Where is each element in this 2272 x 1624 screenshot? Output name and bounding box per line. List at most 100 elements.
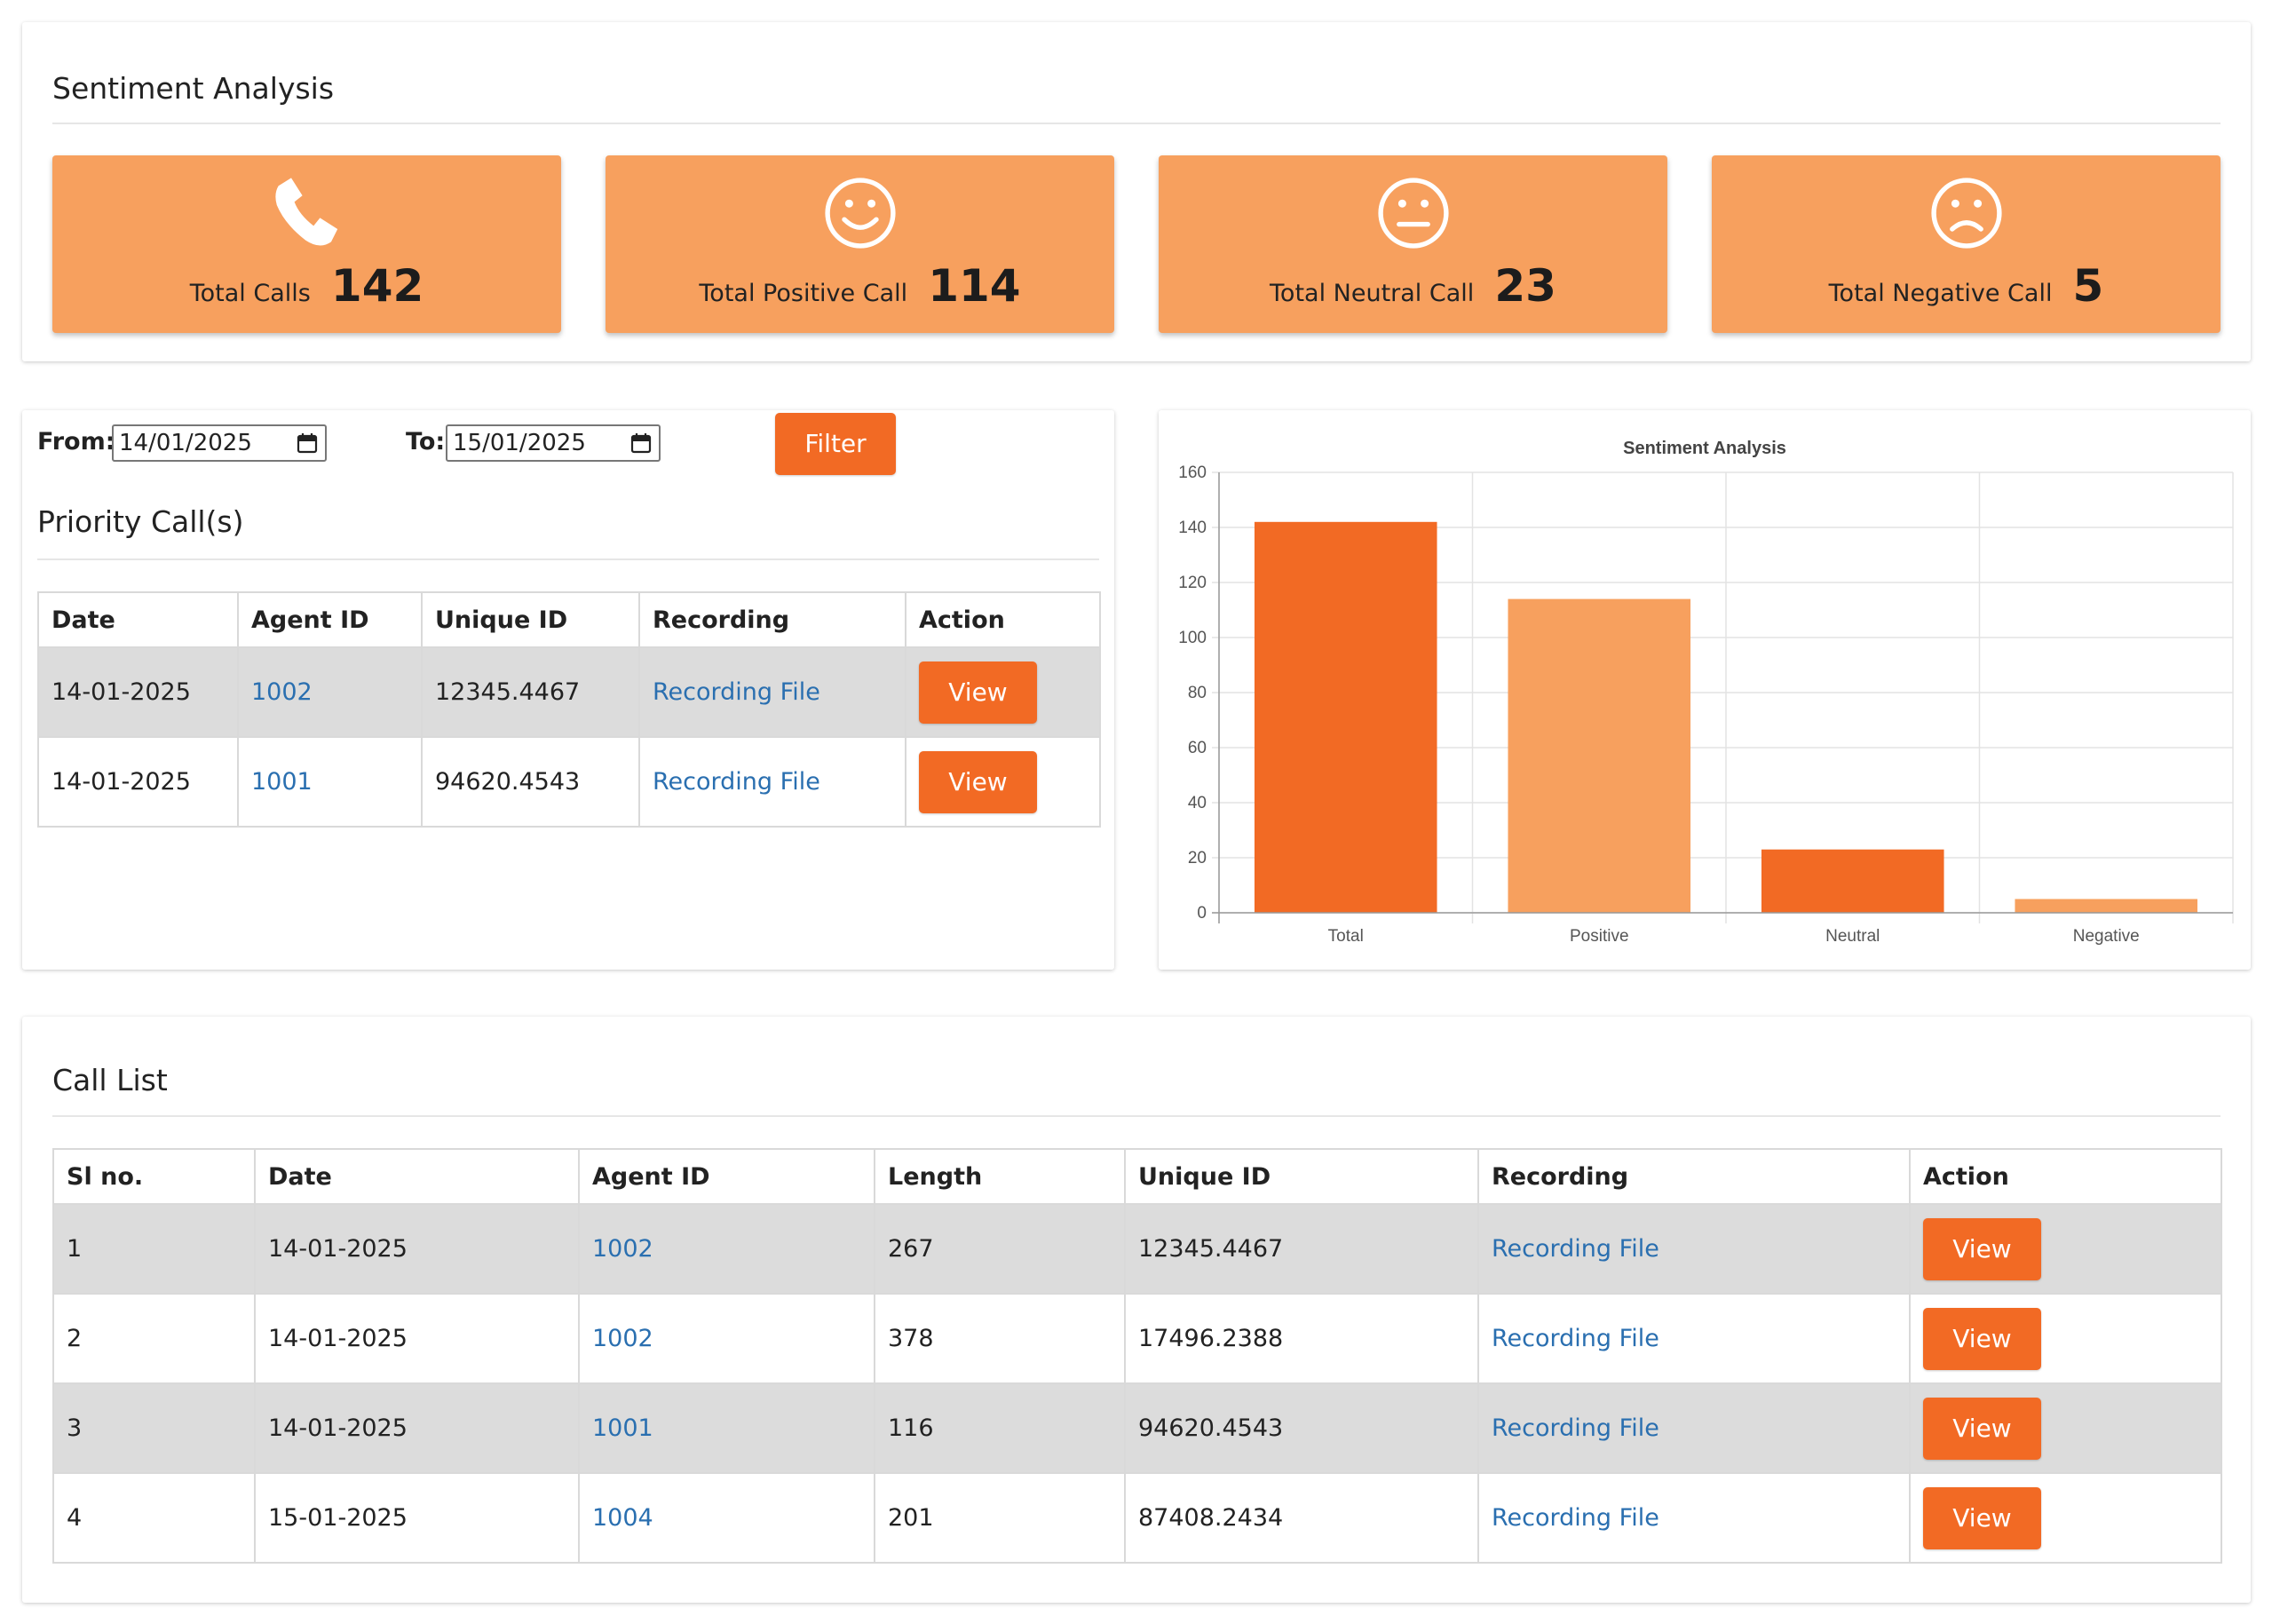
col-header-sl-no: Sl no. xyxy=(52,1148,256,1205)
phone-icon xyxy=(274,178,337,246)
table-row: 14-01-2025 1002 12345.4467 Recording Fil… xyxy=(37,646,1101,738)
sentiment-bar-chart: 0 20 40 60 80 100 120 140 160 Total Positive Neutra… xyxy=(1178,439,2234,946)
x-tick-label: Positive xyxy=(1570,927,1629,946)
chart-panel: 0 20 40 60 80 100 120 140 160 Total Positive Neutra… xyxy=(1159,410,2251,970)
from-date-value: 14/01/2025 xyxy=(119,430,252,456)
to-date-input[interactable]: 15/01/2025 xyxy=(446,424,661,462)
cell-length: 378 xyxy=(874,1293,1126,1384)
table-row: 14-01-2025 1001 94620.4543 Recording Fil… xyxy=(37,736,1101,828)
cell-date: 15-01-2025 xyxy=(254,1472,580,1564)
y-tick-label: 60 xyxy=(1188,739,1207,757)
col-header-unique-id: Unique ID xyxy=(421,591,640,648)
agent-id-link[interactable]: 1004 xyxy=(592,1504,653,1532)
col-header-recording: Recording xyxy=(638,591,906,648)
calllist-divider xyxy=(52,1115,2221,1117)
y-tick-label: 160 xyxy=(1178,463,1207,482)
stat-label: Total Negative Call xyxy=(1828,280,2053,307)
agent-id-link[interactable]: 1001 xyxy=(592,1414,653,1442)
neutral-face-icon xyxy=(1377,178,1449,249)
cell-unique-id: 12345.4467 xyxy=(421,646,640,738)
agent-id-link[interactable]: 1002 xyxy=(592,1325,653,1352)
cell-unique-id: 17496.2388 xyxy=(1124,1293,1479,1384)
cell-sl-no: 2 xyxy=(52,1293,256,1384)
cell-unique-id: 12345.4467 xyxy=(1124,1203,1479,1295)
stat-value: 142 xyxy=(330,260,424,312)
y-tick-label: 40 xyxy=(1188,794,1207,812)
cell-date: 14-01-2025 xyxy=(254,1203,580,1295)
stat-label: Total Calls xyxy=(189,280,311,307)
chart-axes: 0 20 40 60 80 100 120 140 160 Total Positive Neutra… xyxy=(1178,463,2233,946)
col-header-action: Action xyxy=(1909,1148,2222,1205)
bar-negative[interactable] xyxy=(2015,899,2198,914)
calllist-table: Sl no. Date Agent ID Length Unique ID Re… xyxy=(52,1148,2222,1564)
cell-sl-no: 3 xyxy=(52,1382,256,1474)
to-label: To: xyxy=(406,428,446,456)
stat-label: Total Positive Call xyxy=(699,280,908,307)
table-row: 1 14-01-2025 1002 267 12345.4467 Recordi… xyxy=(52,1203,2222,1295)
sentiment-title: Sentiment Analysis xyxy=(52,71,335,106)
y-tick-label: 20 xyxy=(1188,849,1207,867)
x-tick-label: Total xyxy=(1328,927,1364,946)
recording-file-link[interactable]: Recording File xyxy=(1492,1325,1659,1352)
calllist-title: Call List xyxy=(52,1063,168,1097)
cell-length: 267 xyxy=(874,1203,1126,1295)
bar-positive[interactable] xyxy=(1508,598,1691,913)
agent-id-link[interactable]: 1001 xyxy=(251,768,313,796)
cell-date: 14-01-2025 xyxy=(254,1293,580,1384)
calllist-panel: Call List Sl no. Date Agent ID Length Un… xyxy=(22,1017,2251,1603)
bar-total[interactable] xyxy=(1254,521,1437,913)
cell-date: 14-01-2025 xyxy=(37,736,239,828)
stat-value: 5 xyxy=(2072,260,2104,312)
stat-card-neutral: Total Neutral Call 23 xyxy=(1159,155,1667,333)
priority-divider xyxy=(37,558,1099,560)
cell-length: 116 xyxy=(874,1382,1126,1474)
y-tick-label: 140 xyxy=(1178,519,1207,537)
view-button[interactable]: View xyxy=(1923,1397,2041,1460)
cell-date: 14-01-2025 xyxy=(37,646,239,738)
col-header-length: Length xyxy=(874,1148,1126,1205)
table-row: 2 14-01-2025 1002 378 17496.2388 Recordi… xyxy=(52,1293,2222,1384)
cell-unique-id: 87408.2434 xyxy=(1124,1472,1479,1564)
view-button[interactable]: View xyxy=(1923,1486,2041,1549)
x-tick-label: Negative xyxy=(2073,927,2140,946)
col-header-date: Date xyxy=(37,591,239,648)
sad-face-icon xyxy=(1930,178,2002,249)
view-button[interactable]: View xyxy=(919,750,1037,813)
y-tick-label: 120 xyxy=(1178,574,1207,592)
priority-title: Priority Call(s) xyxy=(37,504,244,539)
recording-file-link[interactable]: Recording File xyxy=(1492,1414,1659,1442)
y-tick-label: 100 xyxy=(1178,629,1207,647)
recording-file-link[interactable]: Recording File xyxy=(653,768,820,796)
cell-date: 14-01-2025 xyxy=(254,1382,580,1474)
cell-sl-no: 1 xyxy=(52,1203,256,1295)
cell-sl-no: 4 xyxy=(52,1472,256,1564)
y-tick-label: 80 xyxy=(1188,684,1207,702)
filter-button[interactable]: Filter xyxy=(775,413,896,475)
agent-id-link[interactable]: 1002 xyxy=(592,1235,653,1263)
table-row: 4 15-01-2025 1004 201 87408.2434 Recordi… xyxy=(52,1472,2222,1564)
sentiment-panel: Sentiment Analysis Total Calls 142 Total… xyxy=(22,22,2251,361)
recording-file-link[interactable]: Recording File xyxy=(1492,1504,1659,1532)
bar-neutral[interactable] xyxy=(1761,849,1944,913)
calendar-icon[interactable] xyxy=(297,432,318,454)
x-tick-label: Neutral xyxy=(1825,927,1880,946)
view-button[interactable]: View xyxy=(1923,1217,2041,1280)
recording-file-link[interactable]: Recording File xyxy=(1492,1235,1659,1263)
col-header-unique-id: Unique ID xyxy=(1124,1148,1479,1205)
calendar-icon[interactable] xyxy=(630,432,652,454)
recording-file-link[interactable]: Recording File xyxy=(653,678,820,706)
col-header-date: Date xyxy=(254,1148,580,1205)
calllist-header-row: Sl no. Date Agent ID Length Unique ID Re… xyxy=(52,1148,2222,1205)
col-header-recording: Recording xyxy=(1477,1148,1911,1205)
stat-card-positive: Total Positive Call 114 xyxy=(606,155,1114,333)
col-header-agent-id: Agent ID xyxy=(578,1148,875,1205)
smile-icon xyxy=(824,178,896,249)
view-button[interactable]: View xyxy=(1923,1307,2041,1370)
from-date-input[interactable]: 14/01/2025 xyxy=(112,424,327,462)
priority-panel: From: 14/01/2025 To: 15/01/2025 Filter P… xyxy=(22,410,1114,970)
to-date-value: 15/01/2025 xyxy=(453,430,586,456)
agent-id-link[interactable]: 1002 xyxy=(251,678,313,706)
cell-unique-id: 94620.4543 xyxy=(1124,1382,1479,1474)
view-button[interactable]: View xyxy=(919,661,1037,724)
stat-card-total-calls: Total Calls 142 xyxy=(52,155,561,333)
